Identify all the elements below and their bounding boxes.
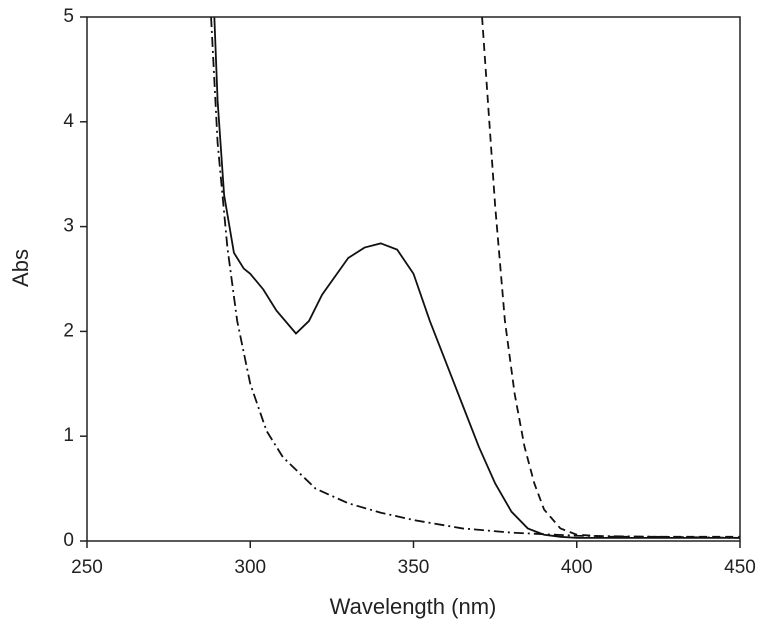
y-tick-label: 1 — [63, 425, 74, 446]
data-line — [213, 17, 740, 539]
y-axis-title: Abs — [8, 249, 33, 287]
x-tick-label: 350 — [398, 557, 430, 578]
x-tick-label: 250 — [71, 557, 103, 578]
y-tick-label: 2 — [63, 320, 74, 341]
x-tick-label: 450 — [724, 557, 756, 578]
x-tick-label: 300 — [234, 557, 266, 578]
y-tick-label: 3 — [63, 216, 74, 237]
x-axis-title: Wavelength (nm) — [330, 594, 497, 619]
plot-frame — [86, 16, 741, 542]
y-tick-label: 0 — [63, 530, 74, 551]
data-line — [210, 17, 740, 539]
y-tick-label: 5 — [63, 6, 74, 27]
data-line — [481, 17, 740, 538]
x-tick-label: 400 — [561, 557, 593, 578]
y-tick-label: 4 — [63, 111, 74, 132]
